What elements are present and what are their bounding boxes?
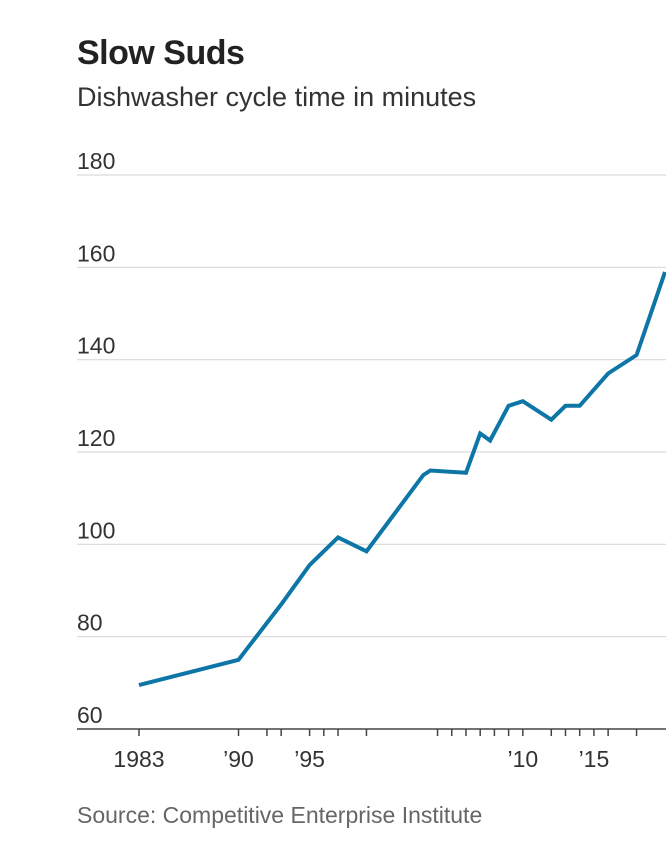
x-tick-label-1990: ’90 [223, 746, 254, 772]
y-tick-label-180: 180 [77, 148, 115, 174]
y-tick-label-60: 60 [77, 702, 103, 728]
y-tick-label-140: 140 [77, 333, 115, 359]
series-line-0 [138, 271, 666, 688]
x-tick-label-1995: ’95 [294, 746, 325, 772]
x-tick-label-2010: ’10 [507, 746, 538, 772]
y-tick-label-80: 80 [77, 610, 103, 636]
y-tick-label-100: 100 [77, 517, 115, 543]
x-tick-label-1983: 1983 [113, 746, 164, 772]
y-axis-ticks: 60 80 100 120 140 160 180 [77, 148, 115, 728]
source-note: Source: Competitive Enterprise Institute [77, 802, 483, 828]
gridlines [77, 174, 666, 638]
x-axis-ticks: 1983 ’90 ’95 ’10 ’15 [113, 729, 638, 772]
x-tick-label-2015: ’15 [579, 746, 610, 772]
series-layer [138, 271, 666, 688]
chart-subtitle: Dishwasher cycle time in minutes [77, 82, 477, 112]
y-tick-label-120: 120 [77, 425, 115, 451]
chart-title: Slow Suds [77, 34, 245, 72]
line-chart: 60 80 100 120 140 160 180 1983 ’90 ’95 ’10 ’15 [77, 148, 666, 772]
y-tick-label-160: 160 [77, 240, 115, 266]
